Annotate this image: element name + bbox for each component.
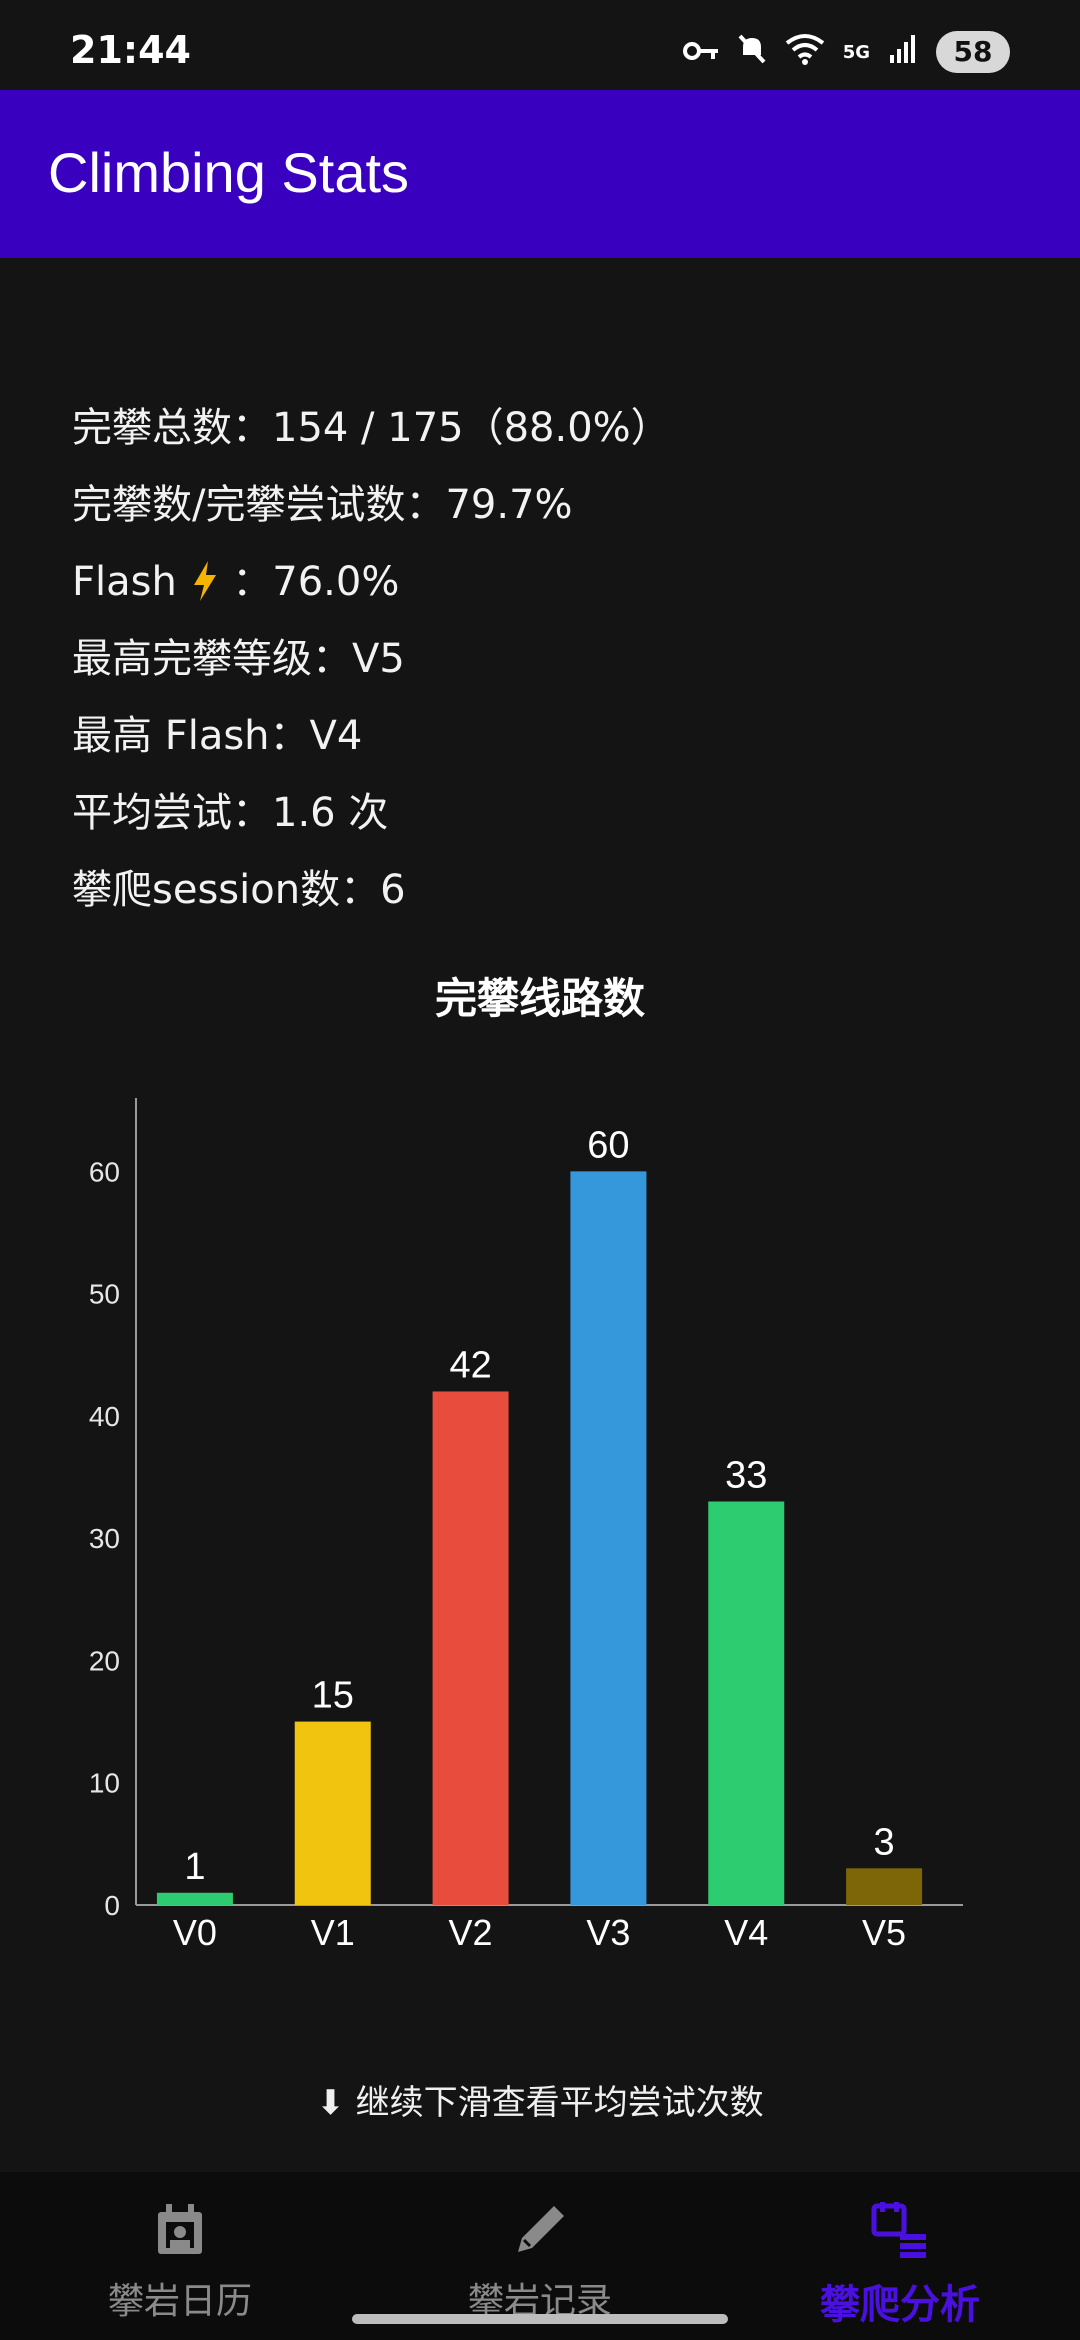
nav-item-calendar[interactable]: 攀岩日历 [0, 2172, 360, 2340]
stat-flash: Flash ：76.0% [72, 544, 671, 621]
bar [432, 1391, 509, 1905]
lightning-icon [190, 559, 233, 605]
battery-indicator: 58 [936, 31, 1010, 73]
x-tick-label: V1 [311, 1912, 355, 1953]
mute-icon [737, 33, 767, 72]
bar [708, 1501, 785, 1905]
status-icons: 5G 58 [682, 30, 1010, 74]
stats-summary: 完攀总数：154 / 175（88.0%） 完攀数/完攀尝试数：79.7% Fl… [72, 390, 671, 929]
y-tick-label: 20 [89, 1645, 120, 1676]
stat-max-flash: 最高 Flash：V4 [72, 713, 363, 759]
bar [156, 1892, 233, 1905]
pencil-icon [510, 2200, 570, 2260]
sends-bar-chart: 0 10 20 30 40 50 60 1 V0 15 V1 42 V2 60 V3 33 V4 3 V5 [89, 1098, 963, 1953]
bar-value-label: 33 [725, 1455, 767, 1497]
bar-value-label: 1 [184, 1846, 205, 1888]
y-tick-label: 30 [89, 1523, 120, 1554]
scroll-hint: ⬇ 继续下滑查看平均尝试次数 [316, 2083, 764, 2123]
app-bar: Climbing Stats [0, 90, 1080, 258]
bar [846, 1868, 923, 1905]
bar-value-label: 42 [449, 1344, 491, 1386]
stat-flash-label: Flash [72, 559, 177, 605]
calendar-icon [150, 2200, 210, 2260]
stat-sessions: 攀爬session数：6 [72, 867, 406, 913]
x-tick-label: V0 [173, 1912, 217, 1953]
analytics-icon [870, 2200, 930, 2260]
status-time: 21:44 [70, 28, 191, 72]
status-bar: 21:44 5G 58 [0, 0, 1080, 90]
y-tick-label: 0 [104, 1890, 120, 1921]
home-indicator[interactable] [352, 2314, 728, 2324]
y-tick-label: 40 [89, 1401, 120, 1432]
y-tick-label: 50 [89, 1279, 120, 1310]
app-title: Climbing Stats [48, 141, 410, 204]
stat-total-sends: 完攀总数：154 / 175（88.0%） [72, 405, 671, 451]
chart-title: 完攀线路数 [434, 974, 645, 1023]
bar-value-label: 3 [874, 1821, 895, 1863]
wifi-icon [785, 33, 825, 72]
stat-flash-value: ：76.0% [232, 559, 400, 605]
bar [294, 1721, 371, 1905]
x-tick-label: V5 [862, 1912, 906, 1953]
y-tick-label: 10 [89, 1768, 120, 1799]
nav-item-analytics[interactable]: 攀爬分析 [720, 2172, 1080, 2340]
x-tick-label: V2 [449, 1912, 493, 1953]
bar-value-label: 15 [312, 1675, 354, 1717]
stat-max-send-grade: 最高完攀等级：V5 [72, 636, 405, 682]
bottom-nav: 攀岩日历 攀岩记录 攀爬分析 [0, 2172, 1080, 2340]
x-tick-label: V4 [724, 1912, 768, 1953]
signal-icon [888, 33, 918, 72]
bar-value-label: 60 [587, 1124, 629, 1166]
bar [570, 1171, 647, 1905]
nav-label-analytics: 攀爬分析 [820, 2282, 980, 2328]
key-icon [682, 36, 719, 69]
y-tick-label: 60 [89, 1156, 120, 1187]
network-label: 5G [842, 41, 870, 63]
x-tick-label: V3 [586, 1912, 630, 1953]
stat-avg-attempts: 平均尝试：1.6 次 [72, 790, 389, 836]
nav-label-calendar: 攀岩日历 [107, 2281, 252, 2322]
stat-send-ratio: 完攀数/完攀尝试数：79.7% [72, 482, 573, 528]
